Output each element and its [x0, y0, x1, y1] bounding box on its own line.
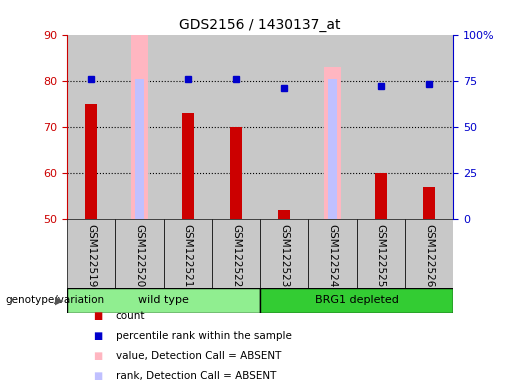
Text: ■: ■: [93, 311, 102, 321]
Text: ■: ■: [93, 351, 102, 361]
Bar: [163, 35, 212, 219]
Bar: [212, 219, 260, 288]
Text: ▶: ▶: [55, 295, 63, 306]
Bar: [356, 219, 405, 288]
Title: GDS2156 / 1430137_at: GDS2156 / 1430137_at: [179, 18, 341, 32]
Bar: [212, 35, 260, 219]
Text: GSM122524: GSM122524: [328, 224, 337, 288]
Bar: [67, 288, 260, 313]
Text: GSM122526: GSM122526: [424, 224, 434, 288]
Bar: [67, 219, 115, 288]
Bar: [405, 35, 453, 219]
Bar: [230, 127, 242, 219]
Bar: [131, 35, 148, 219]
Bar: [308, 35, 356, 219]
Bar: [328, 79, 337, 219]
Text: percentile rank within the sample: percentile rank within the sample: [116, 331, 292, 341]
Text: value, Detection Call = ABSENT: value, Detection Call = ABSENT: [116, 351, 281, 361]
Bar: [115, 219, 163, 288]
Text: ■: ■: [93, 331, 102, 341]
Bar: [115, 35, 163, 219]
Text: GSM122522: GSM122522: [231, 224, 241, 288]
Text: rank, Detection Call = ABSENT: rank, Detection Call = ABSENT: [116, 371, 276, 381]
Text: ■: ■: [93, 371, 102, 381]
Bar: [182, 113, 194, 219]
Bar: [85, 104, 97, 219]
Bar: [135, 79, 144, 219]
Bar: [324, 67, 341, 219]
Bar: [163, 219, 212, 288]
Text: wild type: wild type: [138, 295, 189, 306]
Text: GSM122523: GSM122523: [279, 224, 289, 288]
Bar: [260, 35, 308, 219]
Bar: [260, 219, 308, 288]
Text: GSM122525: GSM122525: [376, 224, 386, 288]
Bar: [423, 187, 435, 219]
Bar: [405, 219, 453, 288]
Bar: [308, 219, 356, 288]
Bar: [375, 173, 387, 219]
Bar: [278, 210, 290, 219]
Text: GSM122520: GSM122520: [134, 224, 144, 288]
Bar: [260, 288, 453, 313]
Text: GSM122519: GSM122519: [86, 224, 96, 288]
Text: GSM122521: GSM122521: [183, 224, 193, 288]
Text: count: count: [116, 311, 145, 321]
Text: BRG1 depleted: BRG1 depleted: [315, 295, 399, 306]
Bar: [67, 35, 115, 219]
Text: genotype/variation: genotype/variation: [5, 295, 104, 306]
Bar: [356, 35, 405, 219]
